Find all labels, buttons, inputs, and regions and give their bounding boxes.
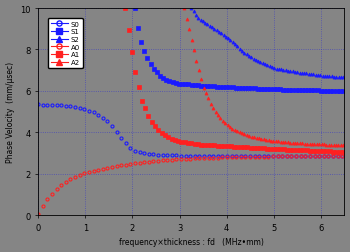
- X-axis label: frequency×thickness : fd   (MHz•mm): frequency×thickness : fd (MHz•mm): [119, 237, 264, 246]
- Y-axis label: Phase Velocity  (mm/μsec): Phase Velocity (mm/μsec): [6, 62, 15, 163]
- Legend: S0, S1, S2, A0, A1, A2: S0, S1, S2, A0, A1, A2: [48, 19, 83, 69]
